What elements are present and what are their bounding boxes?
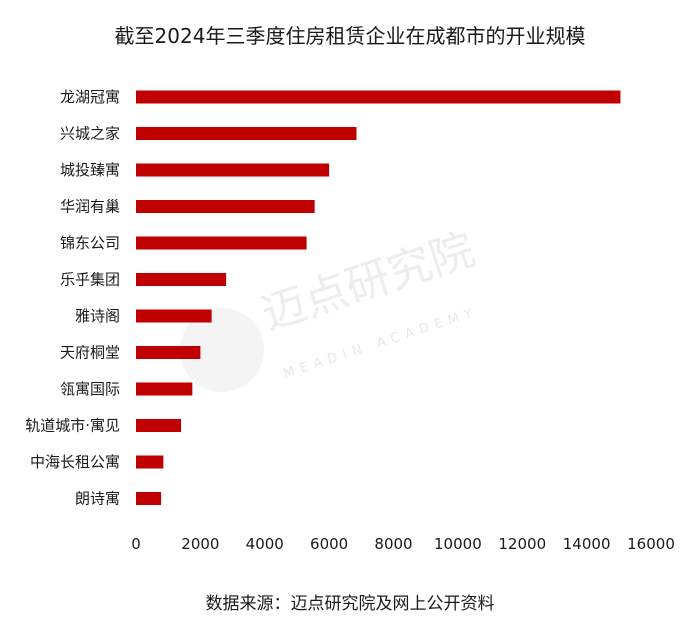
bar (136, 309, 212, 323)
category-label: 朗诗寓 (75, 490, 120, 508)
x-tick-label: 12000 (498, 535, 546, 553)
bar (136, 163, 330, 177)
x-tick-label: 2000 (181, 535, 219, 553)
bar (136, 419, 182, 432)
category-label: 龙湖冠寓 (60, 88, 120, 106)
x-tick-label: 0 (131, 535, 141, 553)
x-tick-label: 8000 (374, 535, 412, 553)
category-label: 乐乎集团 (60, 271, 120, 289)
chart-title: 截至2024年三季度住房租赁企业在成都市的开业规模 (114, 24, 586, 48)
bar (136, 90, 621, 104)
category-labels: 龙湖冠寓兴城之家城投臻寓华润有巢锦东公司乐乎集团雅诗阁天府桐堂瓴寓国际轨道城市·… (25, 88, 120, 508)
bar (136, 346, 201, 359)
category-label: 华润有巢 (60, 198, 120, 216)
category-label: 城投臻寓 (60, 161, 120, 179)
category-label: 兴城之家 (60, 125, 120, 143)
x-axis-ticks: 0 2000 4000 6000 8000 10000 12000 14000 16000 (131, 535, 675, 553)
bar (136, 455, 164, 469)
x-tick-label: 6000 (310, 535, 348, 553)
bar (136, 127, 357, 140)
category-label: 轨道城市·寓见 (25, 417, 120, 435)
chart-source: 数据来源：迈点研究院及网上公开资料 (205, 594, 495, 614)
watermark-logo-icon (180, 308, 264, 392)
bar (136, 382, 193, 396)
category-label: 雅诗阁 (75, 307, 120, 325)
bar (136, 200, 315, 213)
category-label: 中海长租公寓 (30, 453, 120, 471)
category-label: 天府桐堂 (60, 344, 120, 362)
x-tick-label: 14000 (563, 535, 611, 553)
category-label: 瓴寓国际 (60, 380, 120, 398)
x-tick-label: 10000 (434, 535, 482, 553)
bar (136, 492, 162, 505)
bar (136, 273, 227, 286)
category-label: 锦东公司 (60, 234, 120, 252)
bar (136, 236, 307, 250)
x-tick-label: 16000 (627, 535, 675, 553)
bars (136, 90, 621, 505)
x-tick-label: 4000 (246, 535, 284, 553)
